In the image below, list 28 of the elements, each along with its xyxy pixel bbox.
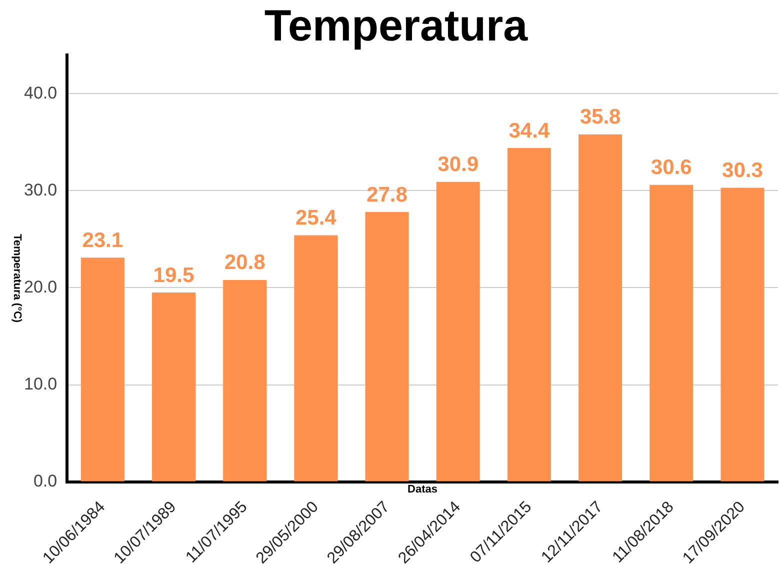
bar [650,184,694,482]
bar [152,292,196,482]
data-label: 30.3 [722,159,763,182]
data-label: 19.5 [153,264,194,287]
bar [507,148,551,482]
y-tick-label: 20.0 [24,277,58,296]
data-label: 25.4 [295,206,337,230]
data-label: 27.8 [366,183,408,206]
data-label: 30.9 [438,153,479,176]
y-axis-title: Temperatura (°C) [11,234,24,323]
bar [365,212,409,482]
chart-title: Temperatura [264,2,528,51]
data-label: 34.4 [508,119,550,142]
x-axis-title: Datas [408,483,438,496]
bar [720,188,764,482]
data-label: 30.6 [650,156,692,180]
data-label: 20.8 [224,251,266,274]
bar [223,280,267,482]
y-tick-label: 30.0 [24,180,58,200]
bar [80,258,124,482]
y-tick-label: 0.0 [33,471,58,490]
y-tick-label: 40.0 [24,83,58,102]
bar [436,182,480,482]
data-label: 35.8 [580,106,622,129]
bar [578,134,622,482]
y-tick-label: 10.0 [24,374,58,394]
bar [294,235,338,482]
data-label: 23.1 [82,228,124,252]
